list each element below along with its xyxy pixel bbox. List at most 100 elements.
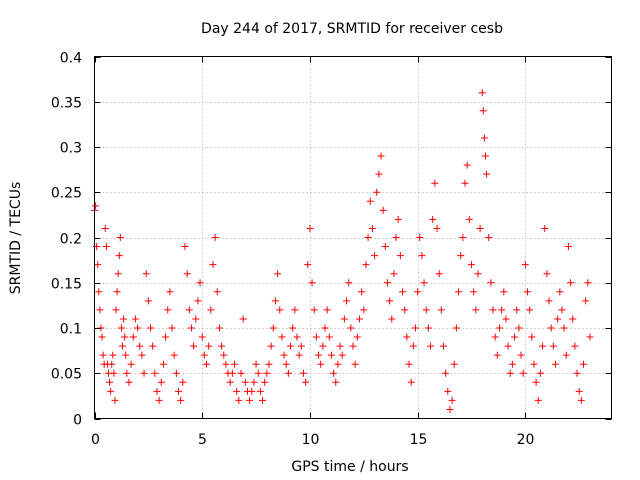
y-tick-label: 0.05 [51,367,82,383]
data-point [409,342,417,350]
data-point [187,324,195,332]
data-point [394,215,402,223]
data-point [170,351,178,359]
data-point [569,315,577,323]
data-point [147,324,155,332]
x-tick-label: 15 [410,432,428,448]
data-point [209,261,217,269]
data-point [463,161,471,169]
data-point [274,270,282,278]
data-point [332,378,340,386]
x-tick-label: 20 [517,432,535,448]
data-point [562,351,570,359]
data-point [125,378,133,386]
data-point [287,342,295,350]
data-point [383,279,391,287]
data-point [101,224,109,232]
data-point [177,396,185,404]
data-point [106,378,114,386]
data-point [493,351,501,359]
data-point [127,360,135,368]
data-points [91,89,594,413]
data-point [347,324,355,332]
data-point [308,279,316,287]
y-tick-label: 0.15 [51,277,82,293]
data-point [194,297,202,305]
data-point [271,297,279,305]
data-point [96,306,104,314]
data-point [545,297,553,305]
data-point [573,369,581,377]
data-point [355,315,363,323]
data-point [98,333,106,341]
data-point [284,369,292,377]
data-point [315,351,323,359]
data-point [299,369,307,377]
data-point [218,342,226,350]
data-point [149,342,157,350]
y-axis-label: SRMTID / TECUs [8,182,24,295]
data-point [547,324,555,332]
data-point [250,378,258,386]
data-point [321,324,329,332]
data-point [269,324,277,332]
data-point [390,270,398,278]
data-point [571,342,579,350]
data-point [450,360,458,368]
data-point [345,279,353,287]
data-point [358,288,366,296]
data-point [437,306,445,314]
data-point [293,333,301,341]
data-point [256,387,264,395]
data-point [116,234,124,241]
x-tick-label: 0 [91,432,100,448]
data-point [403,333,411,341]
data-point [233,387,241,395]
data-point [558,306,566,314]
y-tick-label: 0.35 [51,96,82,112]
data-point [541,224,549,232]
data-point [213,288,221,296]
data-point [166,288,174,296]
data-point [388,315,396,323]
data-point [465,215,473,223]
data-point [479,107,487,115]
data-point [119,342,127,350]
data-point [539,342,547,350]
data-point [442,369,450,377]
data-point [113,288,121,296]
data-point [523,288,531,296]
data-point [142,270,150,278]
data-point [472,306,480,314]
data-point [164,306,172,314]
data-point [157,378,165,386]
data-point [459,234,467,241]
data-point [446,405,454,413]
data-point [179,378,187,386]
data-point [560,324,568,332]
data-point [226,378,234,386]
data-point [108,360,116,368]
data-point [373,188,381,196]
data-point [470,288,478,296]
x-tick-labels: 0 5 10 15 20 [91,432,534,448]
data-point [521,261,529,269]
data-point [517,351,525,359]
data-point [215,324,223,332]
data-point [448,396,456,404]
data-point [513,306,521,314]
data-point [457,252,465,260]
data-point [495,324,503,332]
data-point [564,243,572,251]
data-point [297,342,305,350]
data-point [338,351,346,359]
data-point [151,369,159,377]
data-point [582,297,590,305]
data-point [480,134,488,142]
data-point [549,342,557,350]
data-point [198,333,206,341]
data-point [435,270,443,278]
data-point [334,360,342,368]
data-point [248,387,256,395]
data-point [487,279,495,287]
